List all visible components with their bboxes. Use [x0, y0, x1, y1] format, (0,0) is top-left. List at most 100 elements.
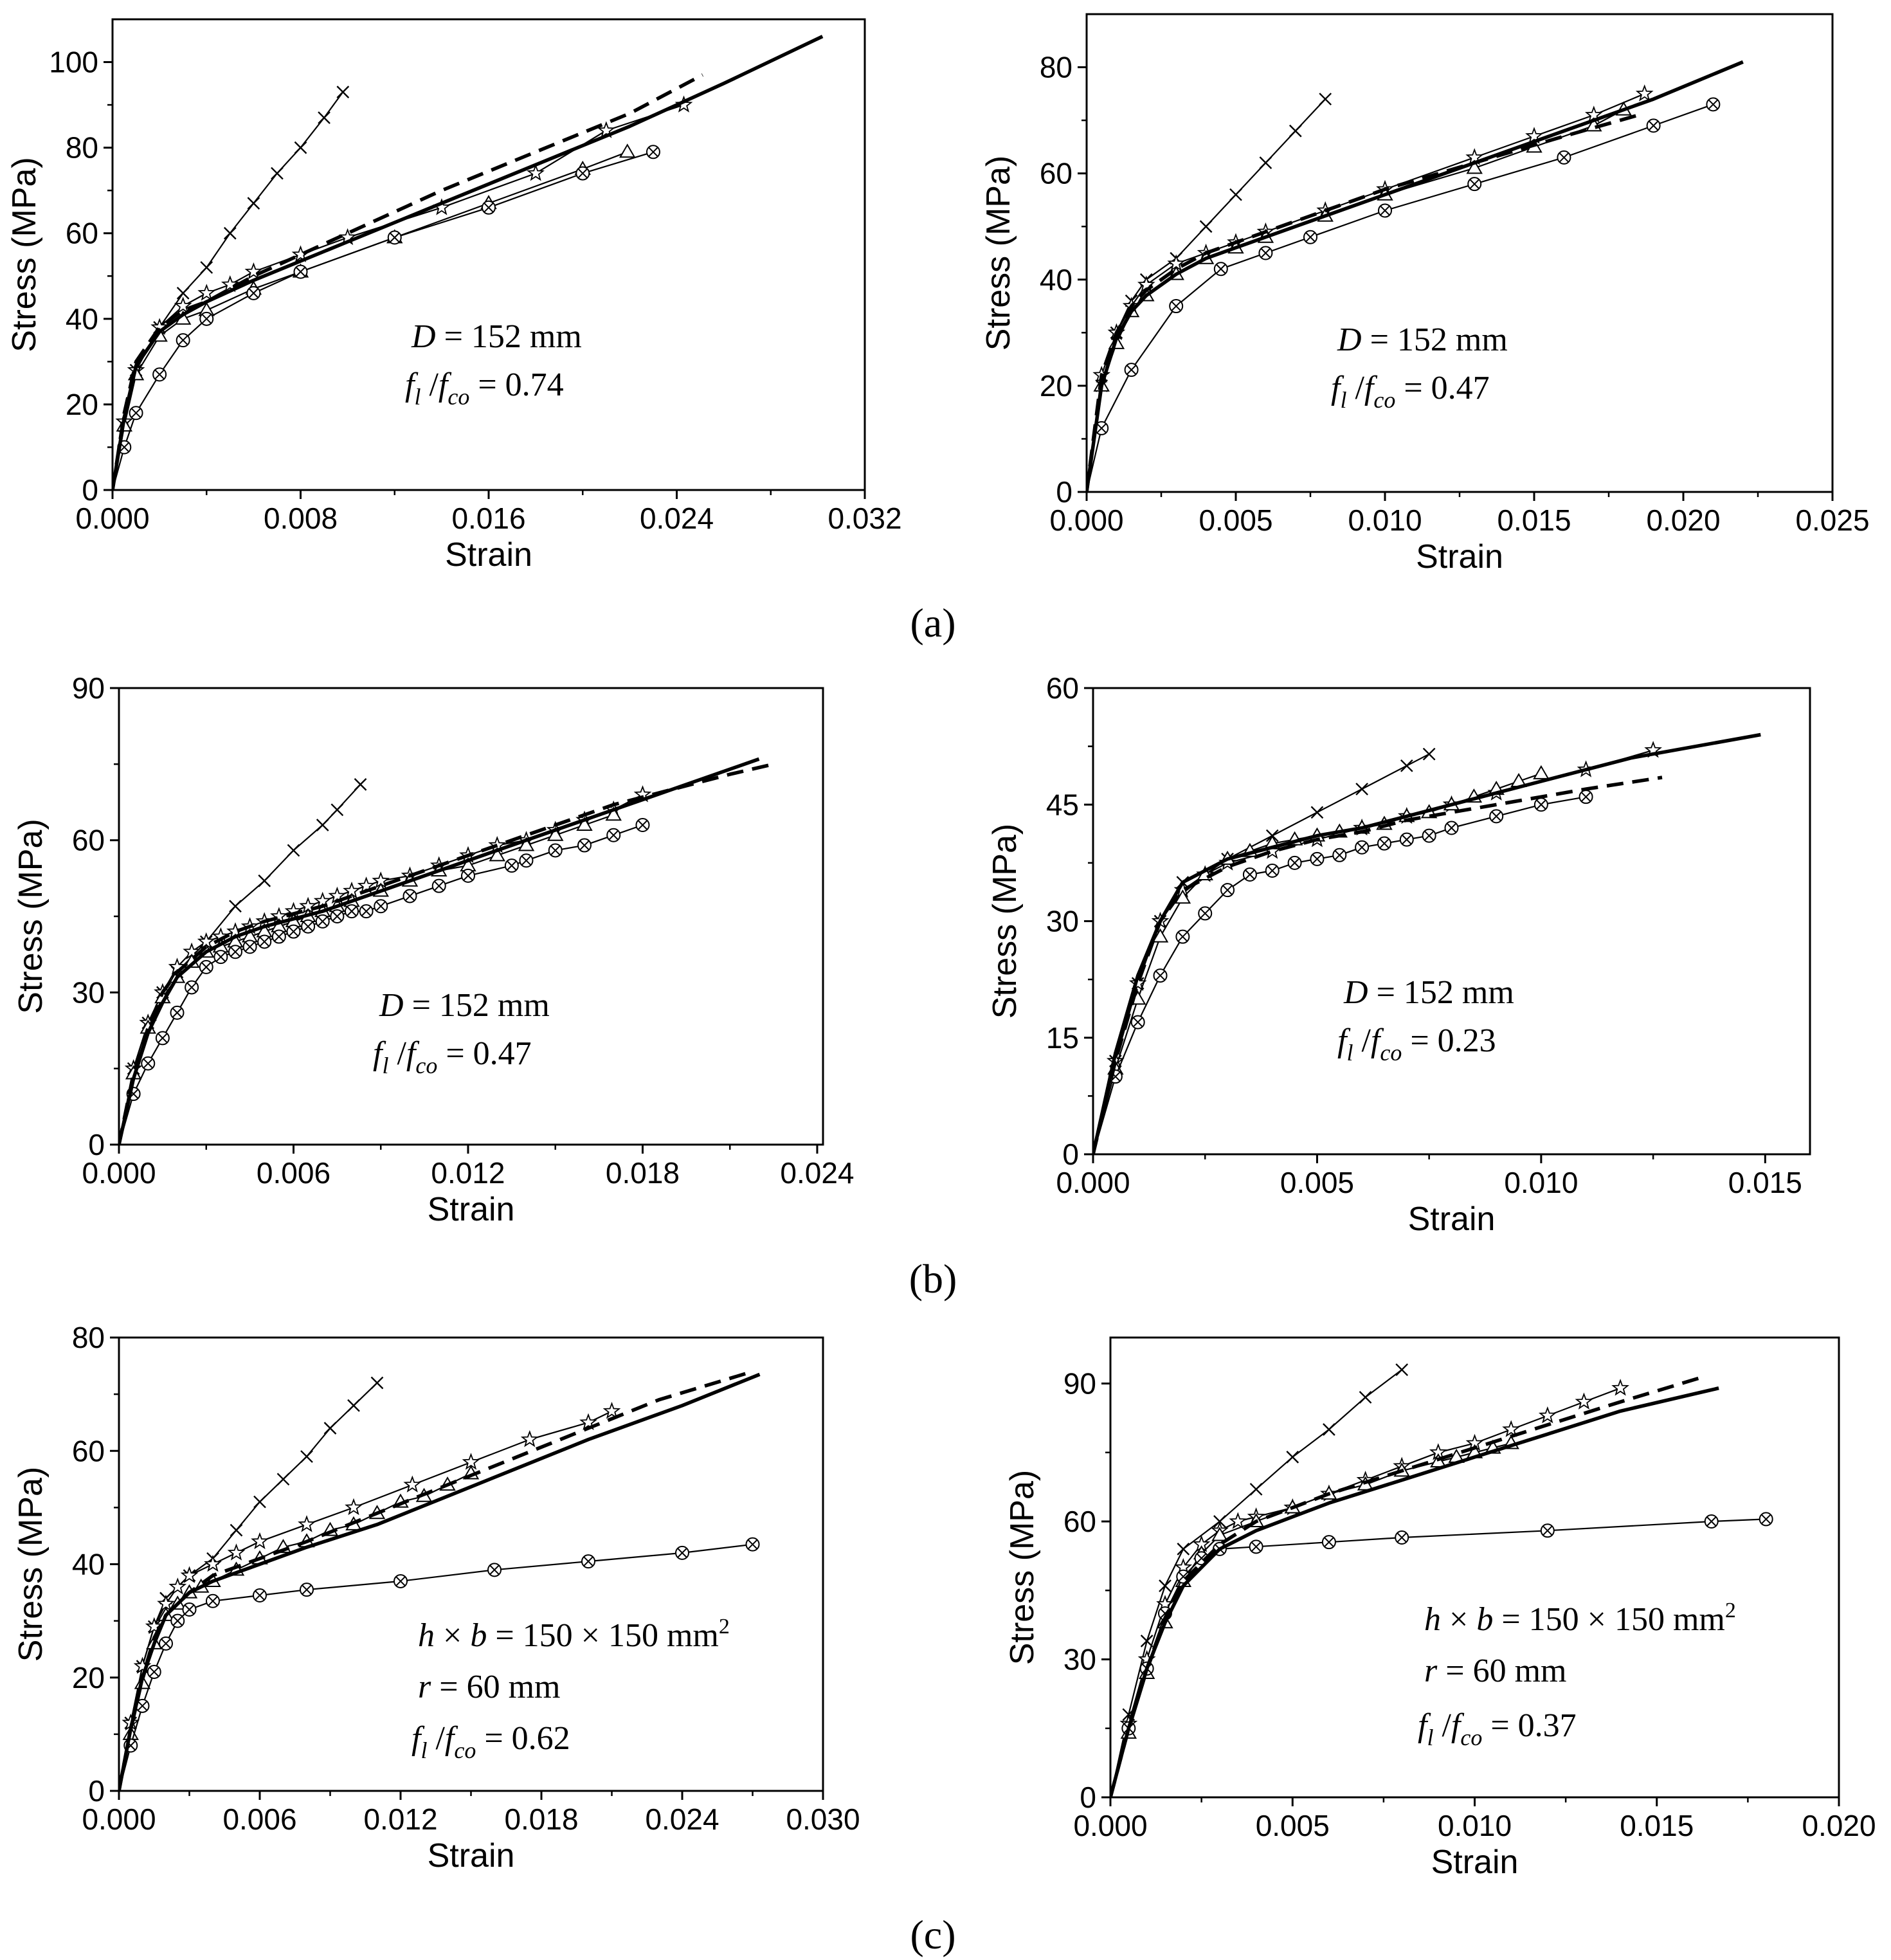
- series-layer: [1087, 60, 1744, 492]
- point-model-x: [354, 778, 367, 791]
- x-tick-label: 0.005: [1280, 1166, 1354, 1199]
- point-model-circle-x: [1175, 929, 1190, 944]
- point-model-star: [1611, 1379, 1629, 1396]
- point-model-triangle: [605, 806, 622, 821]
- point-model-circle-x: [675, 1545, 689, 1560]
- point-model-star: [174, 296, 192, 314]
- times-sign: ×: [1441, 1601, 1476, 1638]
- point-model-x: [336, 86, 350, 98]
- point-model-triangle: [1466, 159, 1483, 174]
- point-model-x: [1395, 1363, 1409, 1376]
- x-axis-title: Strain: [1416, 538, 1503, 576]
- f-co-subscript: co: [1380, 1040, 1402, 1066]
- point-model-circle-x: [1378, 203, 1392, 218]
- point-model-circle-x: [152, 367, 167, 382]
- point-model-star: [527, 164, 545, 181]
- x-axis-title: Strain: [428, 1837, 515, 1874]
- x-tick-label: 0.010: [1348, 504, 1422, 537]
- y-tick-label: 0: [88, 1774, 105, 1808]
- point-model-circle-x: [745, 1537, 760, 1552]
- y-tick-label: 45: [1046, 788, 1079, 821]
- point-model-circle-x: [176, 333, 190, 348]
- point-model-circle-x: [387, 230, 402, 245]
- y-tick-label: 40: [1040, 263, 1072, 296]
- point-model-star: [403, 1475, 422, 1493]
- point-model-circle-x: [394, 1574, 408, 1588]
- point-model-x: [271, 167, 284, 180]
- point-model-star: [251, 1532, 269, 1550]
- point-model-circle-x: [1124, 363, 1139, 377]
- annotation-dimension: r = 60 mm: [1424, 1653, 1566, 1689]
- point-model-x: [1400, 759, 1413, 772]
- times-sign: ×: [435, 1617, 470, 1654]
- point-model-x: [223, 226, 237, 240]
- chart-5: 0.000 0.005 0.010 0.015 0.020 0 30 60 90 Strain St…: [1004, 1336, 1876, 1881]
- series-line-experiment: [1087, 60, 1744, 492]
- y-tick-label: 20: [1040, 369, 1072, 403]
- point-model-circle-x: [374, 899, 388, 914]
- plots-layer: 0.000 0.008 0.016 0.024 0.032020406080100Str…: [6, 13, 1876, 1881]
- series-line-experiment: [113, 35, 824, 490]
- dimension-var: D: [411, 318, 436, 355]
- point-model-x: [1229, 188, 1242, 201]
- point-model-circle-x: [141, 1056, 156, 1071]
- point-model-star: [227, 1543, 246, 1561]
- series-line-model-x: [119, 784, 361, 1145]
- x-tick-label: 0.012: [363, 1802, 437, 1836]
- f-co-subscript: co: [1460, 1725, 1482, 1750]
- dimension-value: = 152 mm: [1368, 974, 1514, 1011]
- point-model-circle-x: [1704, 1514, 1719, 1529]
- x-tick-label: 0.024: [780, 1156, 854, 1190]
- point-model-circle-x: [199, 959, 213, 974]
- series-line-experiment: [119, 757, 760, 1145]
- point-model-triangle: [518, 837, 535, 851]
- chart-2: 0.000 0.006 0.012 0.018 0.024 0 30 60 90 Strain St…: [12, 671, 855, 1228]
- dimension-value: = 152 mm: [436, 318, 582, 355]
- point-model-circle-x: [257, 934, 272, 949]
- unit-superscript: 2: [1725, 1599, 1736, 1622]
- point-model-x: [1319, 93, 1332, 105]
- point-model-star: [345, 1498, 363, 1516]
- dimension-var: D: [1337, 322, 1362, 358]
- point-model-circle-x: [271, 929, 286, 944]
- x-tick-label: 0.018: [504, 1802, 578, 1836]
- annotation-dimension: D = 152 mm: [379, 987, 550, 1024]
- x-axis-title: Strain: [445, 536, 532, 574]
- point-model-x: [370, 1376, 384, 1390]
- dimension-var: r: [1424, 1653, 1438, 1689]
- annotation-section-size: h × b = 150 × 150 mm2: [418, 1615, 730, 1654]
- y-tick-label: 30: [1046, 905, 1079, 938]
- point-model-circle-x: [228, 945, 242, 959]
- x-tick-label: 0.000: [1049, 504, 1123, 537]
- ratio-value: = 0.74: [469, 367, 563, 403]
- point-model-x: [1259, 156, 1272, 170]
- point-model-x: [1323, 1423, 1335, 1436]
- point-model-circle-x: [213, 950, 228, 965]
- point-model-circle-x: [1534, 797, 1548, 812]
- series-line-model-dashed: [1110, 1375, 1705, 1797]
- plot-frame: [1085, 13, 1834, 493]
- point-model-circle-x: [246, 286, 261, 300]
- point-model-circle-x: [1213, 262, 1228, 277]
- slash: /: [388, 1035, 406, 1072]
- ratio-value: = 0.62: [476, 1720, 570, 1757]
- point-model-circle-x: [519, 853, 534, 868]
- point-model-circle-x: [253, 1588, 267, 1602]
- x-tick-label: 0.020: [1646, 504, 1720, 537]
- y-tick-label: 80: [1040, 51, 1072, 84]
- ratio-value: = 0.37: [1482, 1707, 1576, 1744]
- annotation-section-size: h × b = 150 × 150 mm2: [1424, 1599, 1736, 1638]
- y-tick-label: 80: [72, 1321, 105, 1354]
- point-model-circle-x: [1467, 177, 1482, 192]
- x-tick-label: 0.000: [1056, 1166, 1130, 1199]
- x-tick-label: 0.024: [645, 1802, 719, 1836]
- point-model-x: [1310, 806, 1324, 819]
- point-model-circle-x: [1579, 790, 1593, 804]
- point-model-triangle: [1211, 1527, 1228, 1541]
- point-model-circle-x: [1303, 230, 1317, 244]
- annotation-dimension: D = 152 mm: [1337, 322, 1508, 358]
- point-model-circle-x: [1759, 1512, 1773, 1527]
- point-model-circle-x: [1220, 883, 1235, 898]
- point-model-circle-x: [1706, 97, 1721, 112]
- dimension-value: = 152 mm: [404, 987, 550, 1024]
